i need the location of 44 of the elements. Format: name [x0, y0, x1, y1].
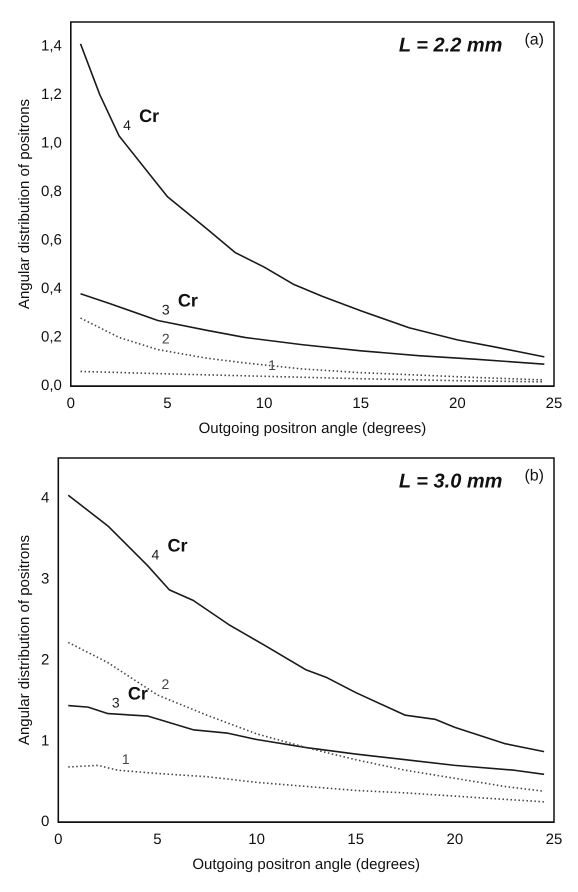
x-tick-label: 20: [446, 831, 464, 848]
y-tick-label: 0,2: [40, 328, 62, 346]
y-tick-label: 0,4: [40, 280, 62, 298]
series-label: 3: [162, 301, 170, 318]
x-tick-label: 15: [347, 831, 364, 848]
y-tick-label: 2: [41, 651, 50, 668]
annotation: Cr: [168, 536, 188, 556]
y-tick-label: 0: [41, 813, 50, 830]
x-tick-label: 25: [546, 395, 562, 412]
x-tick-label: 5: [153, 831, 162, 848]
x-tick-label: 25: [546, 831, 562, 848]
annotation: L = 2.2 mm: [398, 34, 502, 57]
y-tick-label: 1,4: [40, 37, 62, 54]
x-axis-title: Outgoing positron angle (degrees): [192, 856, 420, 874]
series-label: 4: [123, 116, 132, 133]
x-tick-label: 10: [248, 831, 265, 848]
x-axis-title: Outgoing positron angle (degrees): [198, 420, 426, 438]
series-label: 4: [152, 546, 160, 562]
x-tick-label: 10: [256, 395, 272, 412]
y-tick-label: 0,6: [40, 232, 62, 249]
x-tick-label: 5: [163, 395, 172, 412]
y-tick-label: 4: [41, 490, 50, 507]
annotation: (a): [524, 31, 544, 48]
series-label: 2: [162, 330, 170, 346]
y-tick-label: 0,8: [40, 183, 62, 200]
y-tick-label: 1,0: [40, 134, 62, 152]
x-tick-label: 0: [66, 395, 76, 412]
series-label: 1: [268, 357, 276, 374]
y-axis-title: Angular distribution of positrons: [16, 534, 34, 746]
y-axis-title: Angular distribution of positrons: [16, 98, 34, 310]
series-label: 3: [112, 694, 120, 710]
series-label: 2: [161, 676, 170, 692]
annotation: Cr: [178, 290, 198, 310]
annotation: Cr: [128, 684, 148, 704]
annotation: L = 3.0 mm: [398, 470, 502, 493]
annotation: Cr: [139, 106, 160, 126]
y-tick-label: 1,2: [40, 86, 62, 103]
y-tick-label: 0,0: [40, 377, 62, 394]
y-tick-label: 3: [41, 570, 50, 588]
y-tick-label: 1: [41, 732, 50, 750]
series-label: 1: [122, 751, 130, 768]
x-tick-label: 20: [449, 395, 466, 412]
annotation: (b): [524, 467, 544, 484]
x-tick-label: 15: [352, 395, 370, 412]
